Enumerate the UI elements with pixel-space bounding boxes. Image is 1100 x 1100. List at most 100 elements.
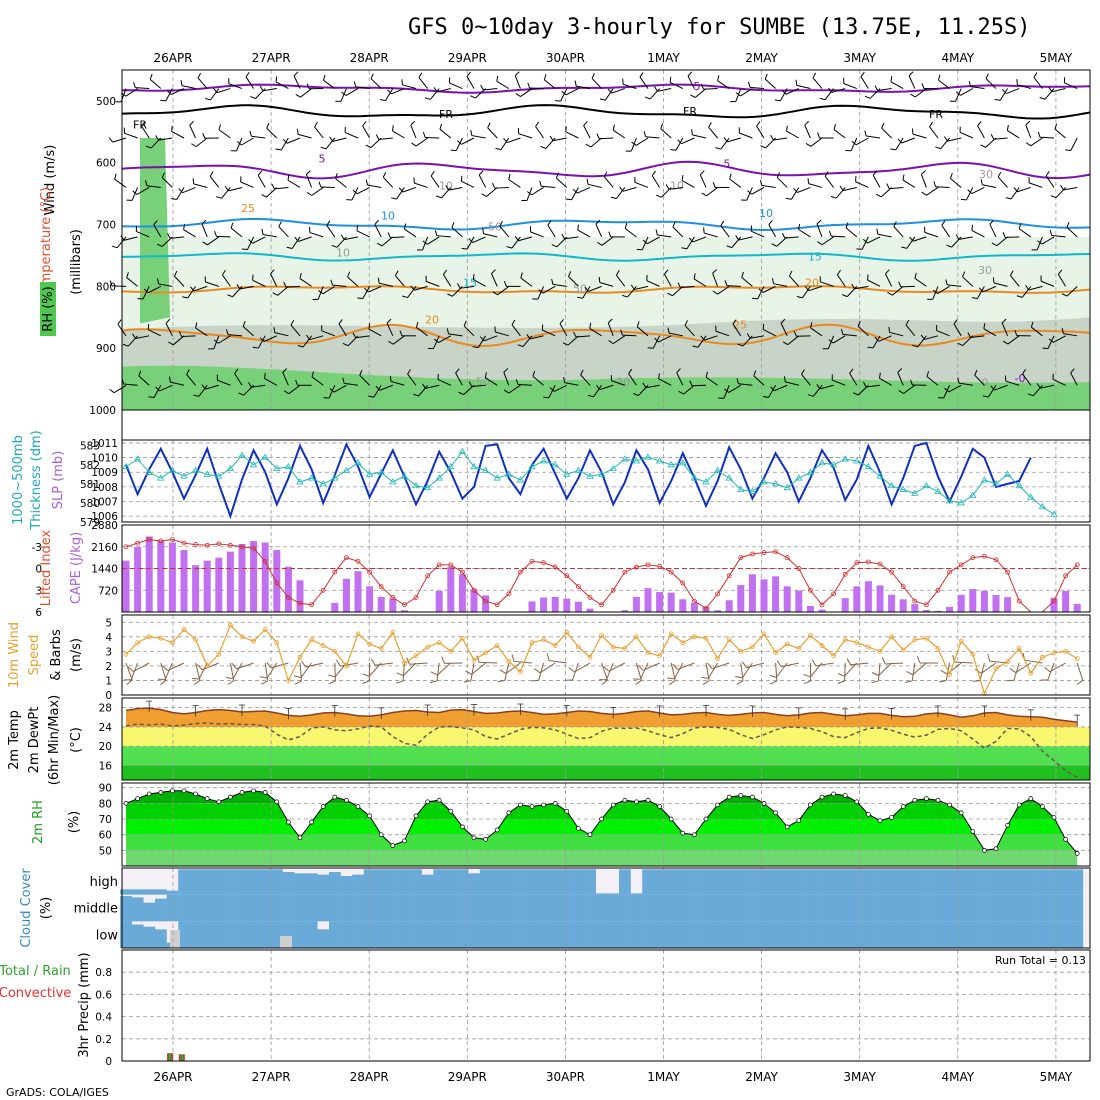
wind-speed-point — [448, 648, 454, 654]
wind-barb-flag — [549, 135, 554, 141]
wind-barb — [386, 322, 394, 337]
wind-barb — [728, 384, 742, 393]
wind-barb-flag — [479, 336, 485, 342]
wind-barb-flag — [933, 181, 937, 187]
wind-barb — [138, 375, 150, 386]
cloud-high-bar — [363, 869, 376, 895]
date-label-bottom: 30APR — [546, 1070, 585, 1084]
wind-speed-point — [1016, 646, 1022, 651]
wind-speed-point — [1005, 659, 1010, 664]
wind-barb — [697, 335, 707, 348]
wind-barb — [831, 235, 846, 238]
wind-barb-flag — [226, 329, 229, 335]
wind-barb — [1017, 186, 1031, 193]
wind-barb-flag — [732, 319, 737, 325]
wind-barb-flag — [932, 289, 938, 294]
wind-barb — [779, 88, 788, 102]
rh-point — [1063, 837, 1068, 842]
date-label-bottom: 3MAY — [843, 1070, 876, 1084]
cloud-middle-bar — [839, 894, 852, 922]
wind-barb — [711, 662, 730, 670]
rh-point — [796, 818, 802, 823]
rh-point — [1074, 851, 1080, 856]
wind-speed-point — [518, 669, 523, 675]
cloud-middle-bar — [1059, 894, 1072, 922]
wind-barb — [751, 187, 765, 195]
title-temp-units: (°C) — [69, 727, 84, 753]
wind-barb — [505, 662, 521, 674]
wind-barb-flag — [681, 175, 684, 181]
thickness-point — [342, 466, 351, 473]
dewpoint-line — [125, 722, 1078, 779]
wind-barb-flag — [189, 286, 195, 292]
wind-barb-flag — [748, 81, 751, 88]
contour-label: 5 — [319, 153, 326, 166]
cape-bar — [540, 597, 548, 612]
cloud-high-bar — [827, 869, 840, 895]
cloud-high-bar — [653, 869, 666, 895]
wind-barb-flag — [1037, 131, 1041, 138]
wind-barb-flag — [946, 244, 952, 248]
wind-speed-point — [819, 643, 825, 648]
cloud-middle-bar — [677, 894, 689, 922]
wind-barb-flag — [364, 287, 369, 293]
precip-frame — [121, 949, 1091, 1062]
wind-barb — [989, 224, 997, 238]
wind-barb — [461, 137, 475, 145]
wind-barb — [300, 88, 312, 98]
wind-barb — [535, 126, 545, 139]
wind-barb-flag — [286, 246, 293, 250]
wind-barb-flag — [836, 269, 841, 276]
thickness-point — [853, 457, 861, 464]
wind-barb — [603, 176, 614, 188]
wind-barb — [615, 187, 626, 199]
cloud-low-bar — [572, 921, 585, 948]
title-thickness: Thickness (dm) — [29, 430, 44, 530]
wind-barb-flag — [270, 269, 275, 275]
wind-speed-point — [982, 691, 987, 696]
wind-barb-flag — [712, 182, 716, 188]
wind-barb — [466, 76, 475, 89]
wind-barb — [694, 88, 707, 98]
wind-barb — [402, 84, 417, 90]
wind-barb — [526, 187, 533, 201]
wind-barb-flag — [762, 323, 765, 330]
wind-barb-flag — [275, 76, 278, 83]
cloud-high-bar — [1013, 869, 1026, 895]
wind-barb — [299, 278, 312, 287]
wind-barb-flag — [1070, 368, 1075, 374]
lifted-index-point — [355, 558, 361, 564]
wind-barb-flag — [846, 658, 851, 666]
wind-barb — [583, 125, 591, 139]
cloud-low-bar — [294, 921, 306, 948]
contour-label: FR — [133, 119, 147, 132]
wind-barb-flag — [259, 85, 264, 91]
wind-barb-flag — [168, 341, 174, 346]
rh-point — [506, 810, 512, 816]
wind-barb — [877, 88, 892, 91]
wind-barb — [622, 83, 637, 90]
cape-bar — [470, 589, 478, 612]
wind-speed-point — [970, 651, 976, 657]
cloud-high-bar — [909, 869, 921, 895]
wind-barb — [845, 227, 858, 238]
cloud-middle-bar — [387, 894, 399, 922]
wind-barb — [890, 81, 904, 89]
wind-barb — [715, 330, 730, 337]
wind-barb — [1005, 88, 1020, 95]
wind-barb-flag — [559, 318, 564, 324]
wind-barb — [391, 88, 405, 95]
cloud-high-bar — [688, 869, 701, 895]
thickness-point — [876, 472, 884, 479]
cloud-low-bar — [967, 921, 979, 948]
wind-barb-flag — [503, 389, 510, 394]
wind-barb-flag — [543, 396, 549, 399]
wind-barb — [912, 236, 927, 242]
rh-point — [854, 799, 860, 805]
cloud-low-bar — [340, 921, 353, 948]
cloud-high-bar — [352, 874, 364, 895]
wind-barb-flag — [867, 346, 874, 349]
cloud-high-bar — [700, 869, 712, 895]
cloud-middle-bar — [155, 898, 167, 922]
wind-barb — [692, 236, 707, 243]
